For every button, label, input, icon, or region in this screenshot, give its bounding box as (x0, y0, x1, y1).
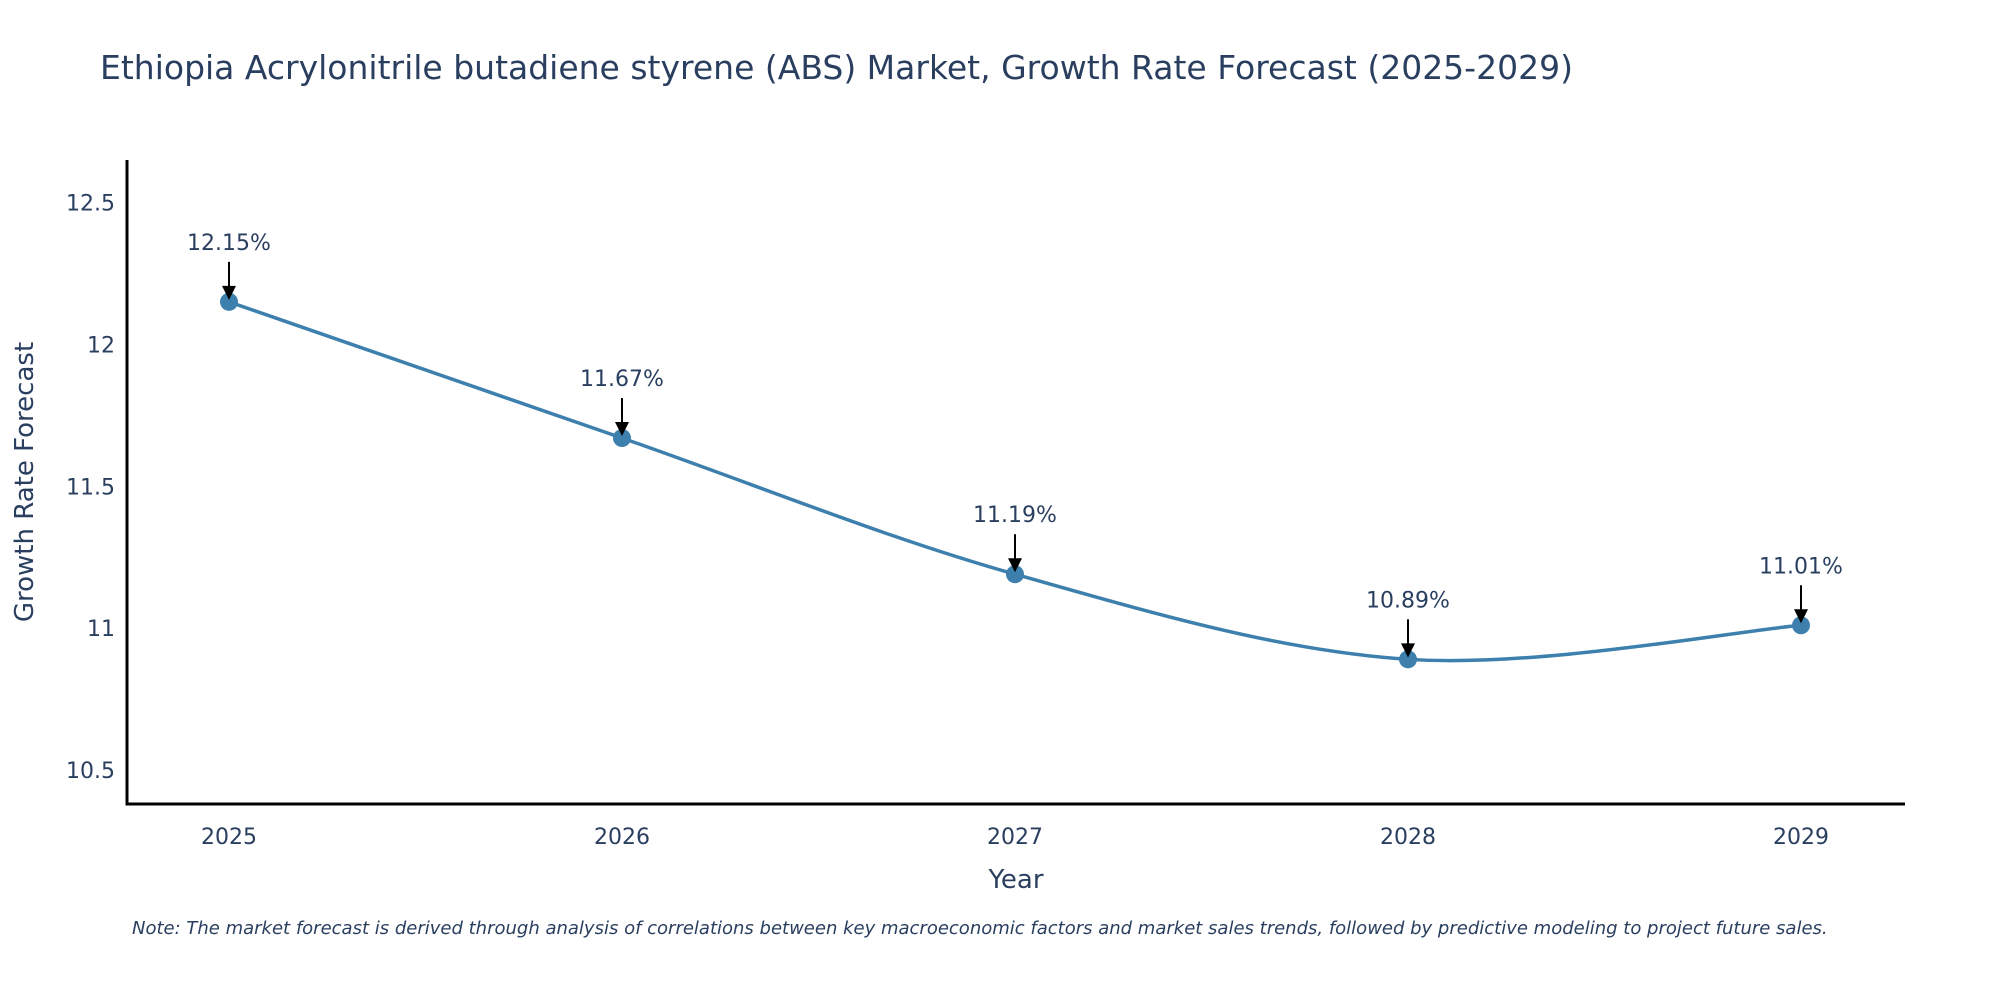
x-tick-label: 2026 (594, 825, 650, 850)
annotation-arrowhead (1794, 609, 1808, 624)
y-tick-label: 12.5 (66, 192, 115, 217)
y-tick-label: 12 (87, 333, 115, 358)
y-tick-label: 11 (87, 617, 115, 642)
data-label: 11.19% (973, 503, 1057, 528)
x-axis-title: Year (987, 865, 1043, 895)
x-tick-label: 2027 (987, 825, 1043, 850)
y-axis-title: Growth Rate Forecast (10, 342, 40, 622)
x-tick-label: 2029 (1773, 825, 1829, 850)
data-label: 10.89% (1366, 588, 1450, 613)
data-point (1792, 616, 1810, 635)
x-tick-label: 2028 (1380, 825, 1436, 850)
annotation-arrowhead (222, 285, 236, 300)
y-tick-label: 10.5 (66, 759, 115, 784)
data-point (613, 429, 631, 448)
data-label: 11.01% (1759, 554, 1843, 579)
data-label: 11.67% (580, 367, 664, 392)
annotation-arrowhead (1008, 558, 1022, 573)
chart-note: Note: The market forecast is derived thr… (132, 918, 1828, 939)
annotation-arrowhead (615, 422, 629, 437)
data-point (1399, 650, 1417, 669)
data-point (1006, 565, 1024, 584)
data-label: 12.15% (187, 231, 271, 256)
y-tick-label: 11.5 (66, 475, 115, 500)
series-line (228, 300, 1802, 663)
annotation-arrowhead (1401, 643, 1415, 658)
data-point (220, 292, 238, 311)
x-tick-label: 2025 (201, 825, 257, 850)
chart-title: Ethiopia Acrylonitrile butadiene styrene… (100, 48, 1573, 87)
